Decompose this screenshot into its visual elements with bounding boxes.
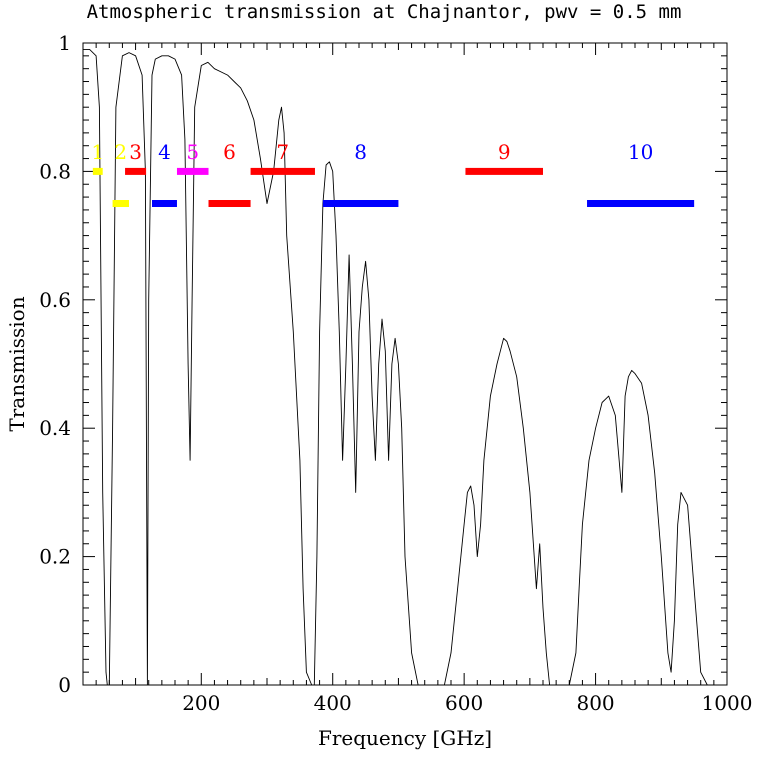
y-tick-label: 0.2 [39,545,71,569]
band-bar [125,167,147,175]
y-tick-label: 0.8 [39,159,71,183]
band-label: 10 [628,140,653,164]
y-tick-label: 1 [58,31,71,55]
x-tick-label: 1000 [702,691,753,715]
band-label: 3 [129,140,142,164]
band-bar [112,200,129,207]
band-label: 4 [158,140,171,164]
x-tick-label: 400 [314,691,352,715]
band-bar [152,200,177,207]
band-label: 8 [354,140,367,164]
y-axis-label: Transmission [5,296,29,431]
band-bar [322,200,399,207]
band-bar [465,167,543,175]
y-tick-label: 0.4 [39,416,71,440]
x-tick-label: 800 [576,691,614,715]
band-label: 1 [91,140,104,164]
series-layer [83,48,708,686]
band-bar [208,200,251,207]
x-axis-label: Frequency [GHz] [318,726,492,750]
band-label: 2 [114,140,127,164]
transmission-line [83,48,708,686]
band-bar [587,200,695,207]
band-label: 7 [276,140,289,164]
x-tick-label: 600 [445,691,483,715]
band-label: 6 [223,140,236,164]
y-tick-label: 0.6 [39,288,71,312]
y-axis: 0 0.2 0.4 0.6 0.8 1 [39,31,727,697]
x-axis: 200 400 600 800 1000 [95,43,753,715]
band-bar [92,167,103,175]
band-label: 9 [498,140,511,164]
chart-title: Atmospheric transmission at Chajnantor, … [87,1,682,23]
band-bar [250,167,315,175]
band-bar [176,167,209,175]
receiver-bands: 1 2 3 4 5 6 7 8 9 10 [91,140,695,207]
y-tick-label: 0 [58,673,71,697]
x-tick-label: 200 [182,691,220,715]
band-label: 5 [186,140,199,164]
